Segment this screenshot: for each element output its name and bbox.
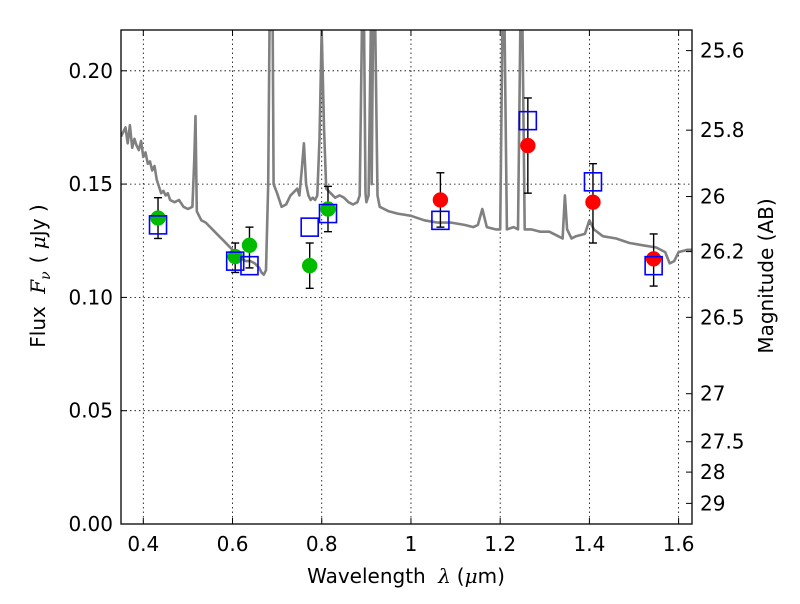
model-flux-square	[148, 215, 168, 235]
model-spectrum-group	[121, 30, 692, 277]
y-axis-label: Flux Fν ( μJy )	[26, 204, 54, 347]
y-label-prefix: Flux	[26, 306, 50, 348]
x-label-unit-rest: m)	[478, 564, 505, 588]
model-flux-square	[583, 172, 603, 192]
optical-point	[241, 237, 258, 254]
y-tick-label: 0.20	[68, 59, 113, 83]
x-tick-label: 1.2	[484, 532, 516, 556]
y-tick-label: 0.05	[68, 399, 113, 423]
model-flux-square	[644, 255, 663, 276]
model-flux-square	[318, 203, 338, 224]
y-tick-label: 0.10	[68, 285, 113, 309]
magnitude-tick-label: 26.5	[700, 305, 745, 329]
model-flux-square	[225, 251, 245, 271]
y-label-subscript: ν	[38, 271, 54, 280]
y-ticks: 0.00 0.05 0.10 0.15 0.20	[68, 59, 127, 536]
model-spectrum-line	[121, 30, 692, 277]
x-tick-label: 0.6	[217, 532, 249, 556]
x-tick-label: 1.4	[573, 532, 605, 556]
magnitude-ticks: 25.6 25.8 26 26.2 26.5 27 27.5 28 29	[686, 39, 745, 515]
x-label-unit-mu: μ	[465, 564, 478, 588]
y-tick-label: 0.15	[68, 172, 113, 196]
model-flux-square	[431, 210, 450, 231]
magnitude-tick-label: 27.5	[700, 430, 745, 454]
model-flux-square	[240, 255, 259, 276]
magnitude-tick-label: 29	[700, 491, 725, 515]
y-label-unit-open: (	[26, 256, 50, 264]
magnitude-tick-label: 26.2	[700, 240, 745, 264]
x-tick-label: 1	[405, 532, 418, 556]
x-label-symbol: λ	[437, 564, 451, 588]
magnitude-tick-label: 26	[700, 185, 725, 209]
y-axis-right-label: Magnitude (AB)	[754, 198, 778, 353]
x-label-unit-open: (	[457, 564, 465, 588]
model-flux-square	[300, 217, 319, 237]
x-axis-label: Wavelength λ (μm)	[307, 564, 505, 588]
grid	[121, 30, 692, 525]
magnitude-tick-label: 28	[700, 460, 725, 484]
markers-group	[148, 110, 663, 276]
model-flux-square	[518, 110, 538, 131]
magnitude-tick-label: 25.6	[700, 39, 745, 63]
y-tick-label: 0.00	[68, 512, 113, 536]
infrared-point	[432, 192, 449, 208]
optical-point	[301, 257, 318, 274]
x-tick-label: 0.8	[306, 532, 338, 556]
magnitude-tick-label: 25.8	[700, 118, 745, 142]
magnitude-tick-label: 27	[700, 382, 725, 406]
y-label-unit-rest: Jy )	[26, 204, 50, 238]
plot-frame	[120, 29, 693, 525]
x-tick-label: 0.4	[127, 532, 159, 556]
optical-point	[150, 210, 166, 226]
infrared-point	[585, 194, 601, 210]
infrared-point	[520, 137, 536, 154]
y-label-unit-mu: μ	[26, 236, 50, 249]
x-label-prefix: Wavelength	[307, 564, 426, 588]
y-label-symbol: F	[26, 279, 50, 295]
infrared-point	[645, 251, 662, 267]
x-ticks: 0.4 0.6 0.8 1 1.2 1.4 1.6	[127, 30, 695, 556]
x-tick-label: 1.6	[663, 532, 695, 556]
